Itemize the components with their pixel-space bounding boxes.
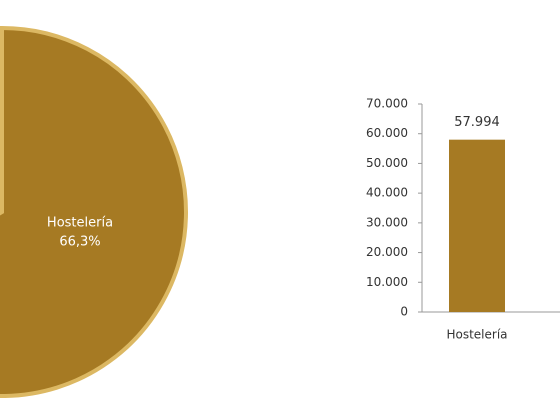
y-tick-label: 0 xyxy=(400,305,408,319)
y-tick-label: 10.000 xyxy=(366,275,408,289)
x-tick-label: Hostelería xyxy=(446,328,507,342)
y-tick-label: 70.000 xyxy=(366,97,408,111)
y-tick-label: 60.000 xyxy=(366,126,408,140)
pie-slice xyxy=(0,25,188,398)
y-tick-label: 30.000 xyxy=(366,215,408,229)
slice-label: Hostelería xyxy=(47,216,113,231)
y-tick-label: 40.000 xyxy=(366,186,408,200)
slice-value: 66,3% xyxy=(59,235,100,250)
bar xyxy=(449,139,505,312)
y-tick-label: 20.000 xyxy=(366,245,408,259)
y-tick-label: 50.000 xyxy=(366,156,408,170)
bar-value-label: 57.994 xyxy=(454,115,500,130)
